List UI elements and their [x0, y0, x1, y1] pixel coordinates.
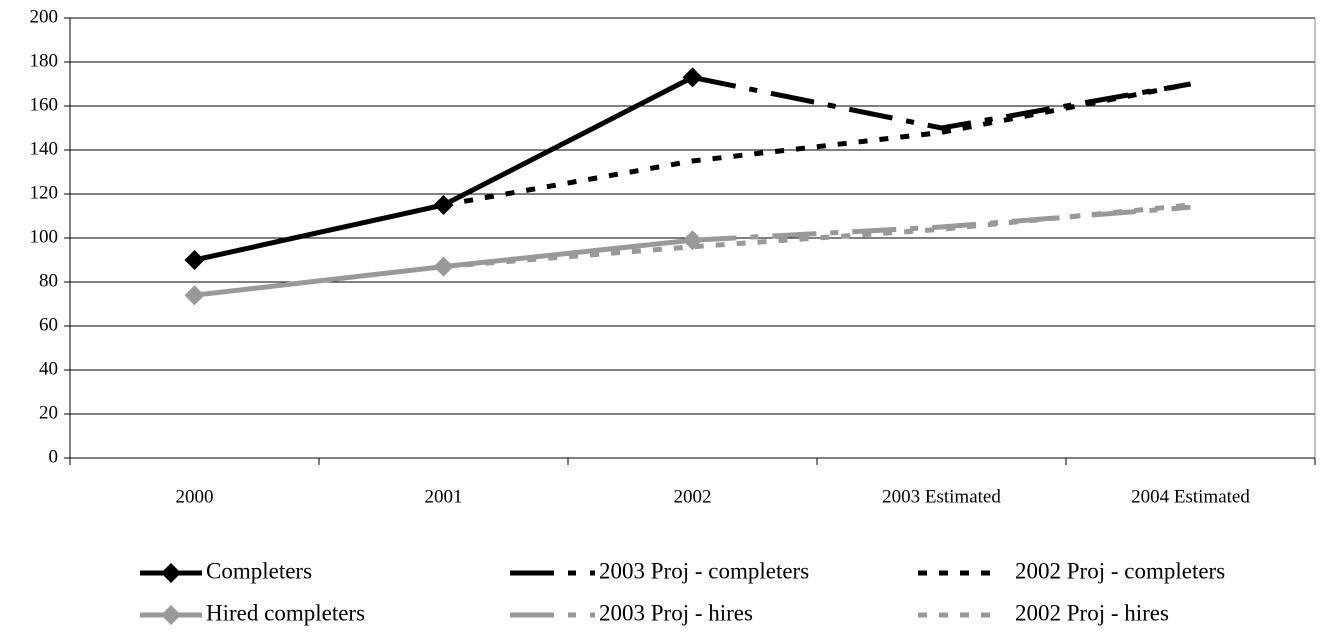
y-tick-label: 60	[39, 314, 58, 335]
marker	[682, 230, 703, 251]
legend-label: 2002 Proj - completers	[1015, 558, 1225, 583]
legend-marker	[161, 563, 181, 583]
x-tick-label: 2003 Estimated	[882, 486, 1001, 507]
marker	[682, 67, 703, 88]
y-tick-label: 200	[30, 6, 59, 27]
y-tick-label: 20	[39, 402, 58, 423]
y-tick-label: 180	[30, 50, 59, 71]
series-line	[692, 74, 1191, 131]
marker	[184, 250, 205, 270]
marker	[433, 195, 454, 215]
marker	[433, 256, 454, 277]
series-line	[443, 81, 1191, 208]
y-tick-label: 80	[39, 270, 58, 291]
legend-label: Hired completers	[206, 600, 365, 625]
legend-label: 2003 Proj - hires	[599, 600, 753, 625]
series-line	[692, 204, 1191, 243]
x-tick-label: 2000	[176, 486, 214, 507]
series-line	[193, 75, 694, 263]
y-tick-label: 100	[30, 226, 59, 247]
y-tick-label: 40	[39, 358, 58, 379]
legend-label: 2002 Proj - hires	[1015, 600, 1169, 625]
series-line	[443, 202, 1191, 270]
y-tick-label: 140	[30, 138, 59, 159]
legend-marker	[161, 605, 181, 625]
legend-label: 2003 Proj - completers	[599, 558, 809, 583]
y-tick-label: 120	[30, 182, 59, 203]
x-tick-label: 2001	[425, 486, 463, 507]
legend-label: Completers	[206, 558, 312, 583]
x-tick-label: 2004 Estimated	[1131, 486, 1250, 507]
x-tick-label: 2002	[674, 486, 712, 507]
y-tick-label: 160	[30, 94, 59, 115]
marker	[184, 285, 205, 306]
y-tick-label: 0	[49, 446, 59, 467]
